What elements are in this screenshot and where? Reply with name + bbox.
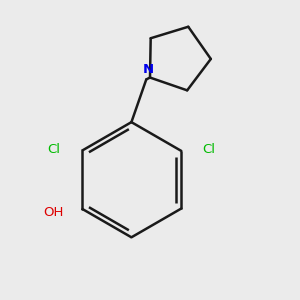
Text: OH: OH (44, 206, 64, 219)
Text: N: N (142, 63, 154, 76)
Text: Cl: Cl (47, 142, 60, 156)
Text: Cl: Cl (203, 142, 216, 156)
